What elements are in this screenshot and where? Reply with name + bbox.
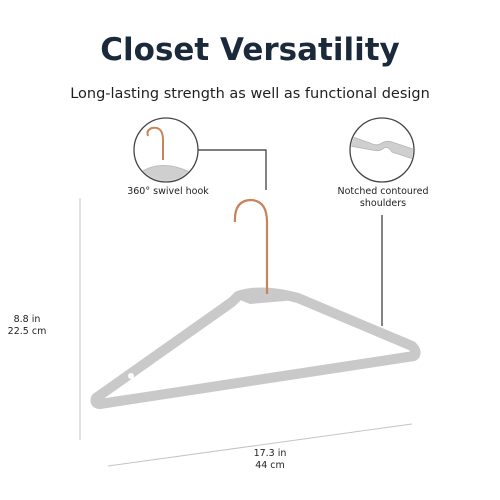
height-label: 8.8 in 22.5 cm: [2, 314, 52, 338]
width-label: 17.3 in 44 cm: [235, 448, 305, 472]
height-centimeters: 22.5 cm: [7, 326, 47, 337]
notch-callout-label: Notched contoured shoulders: [333, 186, 433, 210]
notch-detail-circle: [349, 117, 415, 183]
hook-leader-line: [198, 149, 267, 190]
width-inches: 17.3 in: [253, 448, 287, 459]
hanger-body: [90, 287, 421, 409]
hook-detail-circle: [133, 117, 199, 183]
width-dimension-line: [107, 423, 413, 467]
notch-callout-line2: shoulders: [359, 198, 407, 209]
width-centimeters: 44 cm: [255, 460, 285, 471]
notch-callout-line1: Notched contoured: [337, 186, 429, 197]
copper-hook: [233, 198, 269, 294]
height-inches: 8.8 in: [13, 314, 41, 325]
page-subtitle: Long-lasting strength as well as functio…: [70, 86, 430, 102]
page-title: Closet Versatility: [100, 32, 400, 68]
hook-callout-label: 360° swivel hook: [127, 186, 209, 197]
